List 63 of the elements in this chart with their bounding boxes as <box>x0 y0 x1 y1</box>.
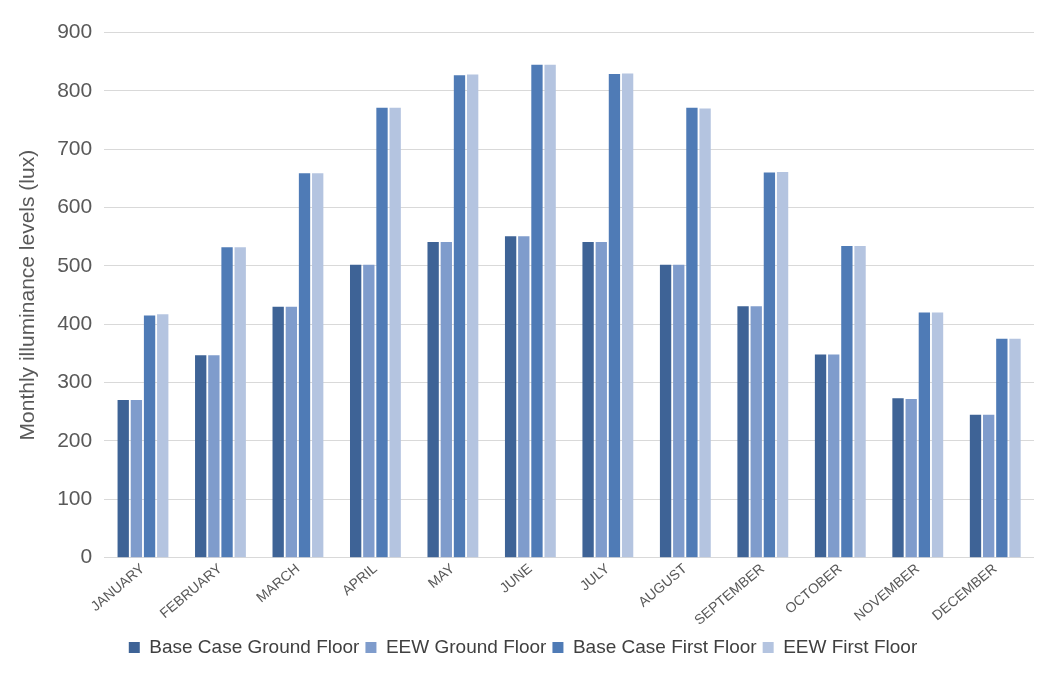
bar <box>453 75 466 558</box>
bar <box>595 242 607 558</box>
bar <box>531 64 543 558</box>
bar <box>312 173 324 558</box>
bar <box>750 306 762 558</box>
y-tick-label: 600 <box>57 194 93 218</box>
bar <box>389 107 401 558</box>
bar <box>221 247 233 558</box>
bar <box>621 73 634 558</box>
bar <box>582 242 594 558</box>
bar <box>440 242 452 558</box>
y-tick-label: 200 <box>57 427 93 451</box>
bar <box>905 398 917 558</box>
y-tick-label: 800 <box>57 77 93 101</box>
y-tick-label: 700 <box>57 136 93 160</box>
bar <box>504 236 517 558</box>
bar <box>234 247 246 558</box>
y-axis-title: Monthly illuminance levels (lux) <box>15 149 39 441</box>
bar <box>195 355 207 558</box>
bar <box>969 414 982 558</box>
bar <box>376 107 388 558</box>
bar <box>427 242 439 558</box>
bar <box>737 306 749 558</box>
bar <box>814 354 827 558</box>
bar <box>763 172 776 558</box>
y-tick-label: 400 <box>57 311 93 335</box>
bar <box>686 107 698 558</box>
bar <box>1009 338 1021 558</box>
bar <box>272 306 284 558</box>
y-tick-label: 100 <box>57 486 93 510</box>
bar <box>363 264 375 558</box>
bar <box>608 74 621 558</box>
bar <box>208 355 220 558</box>
bar <box>285 306 298 558</box>
bar <box>983 414 995 558</box>
bar <box>350 264 362 558</box>
bar <box>130 400 143 558</box>
legend-label: Base Case First Floor <box>572 635 758 657</box>
bar <box>931 312 944 558</box>
bar <box>918 312 931 558</box>
bar <box>518 236 530 558</box>
bar <box>699 108 711 558</box>
legend-label: EEW Ground Floor <box>385 635 548 657</box>
legend-label: Base Case Ground Floor <box>149 635 361 657</box>
bar <box>117 400 129 558</box>
legend-label: EEW First Floor <box>783 635 918 657</box>
bar <box>157 314 169 558</box>
bar <box>996 338 1008 558</box>
y-tick-label: 0 <box>80 544 93 568</box>
bar <box>841 246 853 558</box>
bar <box>776 172 789 558</box>
bar <box>892 398 904 558</box>
bar <box>544 64 556 558</box>
bar <box>673 264 685 558</box>
bar <box>143 315 156 558</box>
bar <box>854 246 866 558</box>
bar <box>828 354 840 558</box>
y-tick-label: 500 <box>57 252 93 276</box>
bar <box>659 264 672 558</box>
y-tick-label: 900 <box>57 19 93 43</box>
bar <box>298 173 311 558</box>
y-tick-label: 300 <box>57 369 93 393</box>
bar <box>466 74 479 558</box>
